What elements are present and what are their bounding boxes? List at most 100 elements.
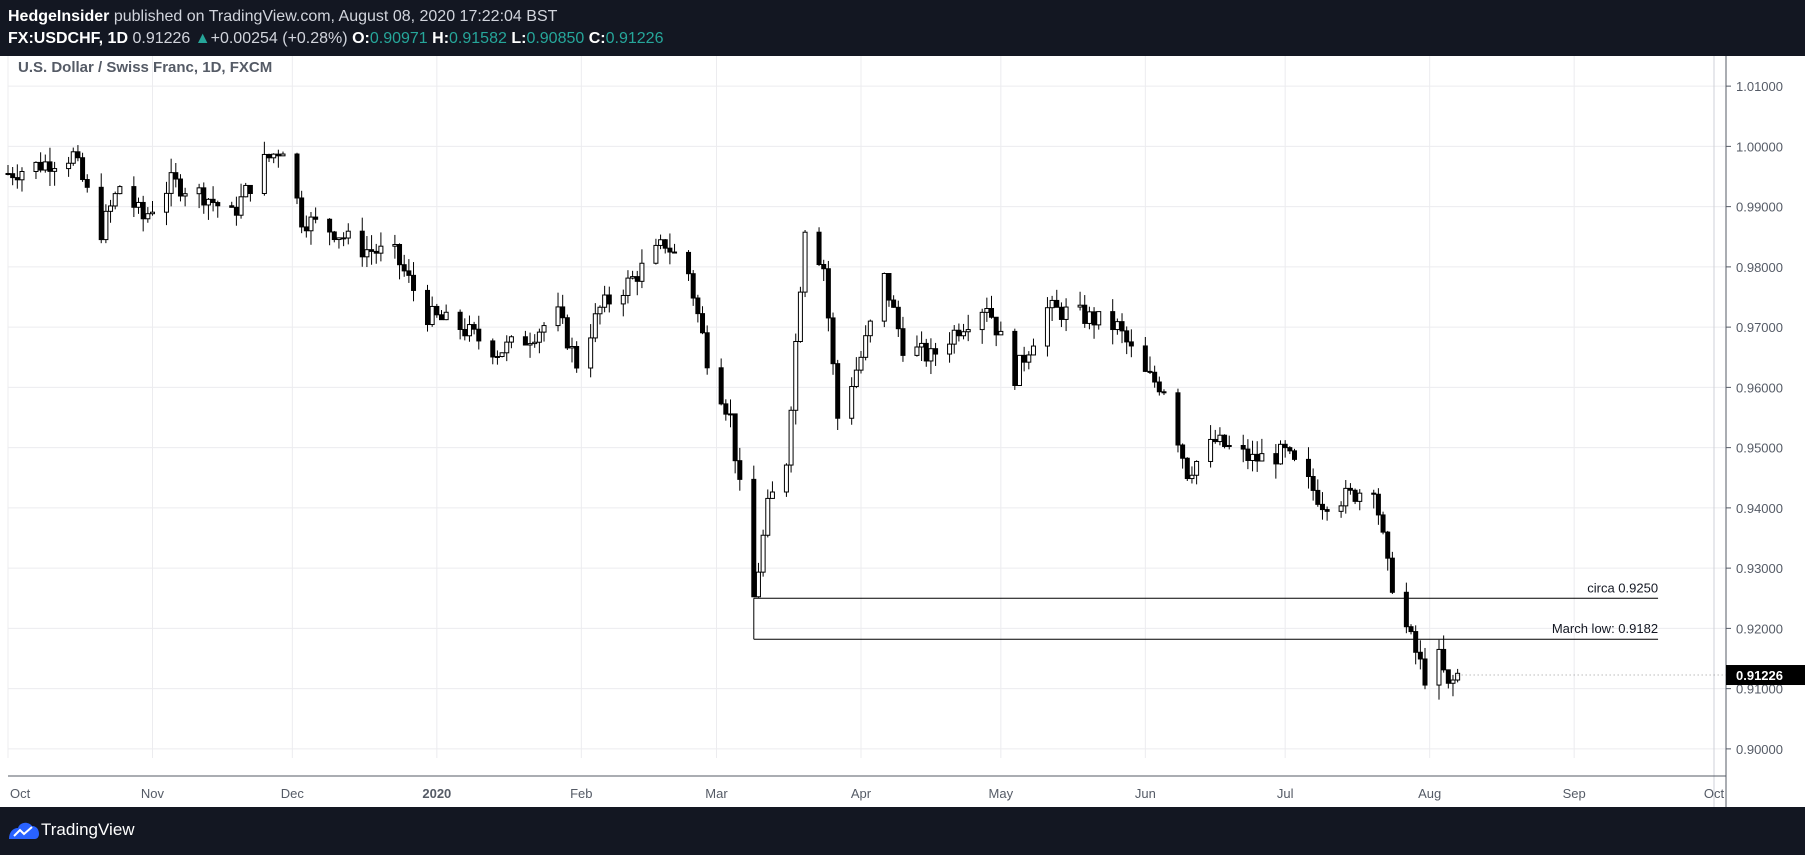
candle-up: [429, 305, 435, 326]
candle-up: [1217, 434, 1223, 443]
x-tick-label: Apr: [851, 786, 872, 801]
candle-down: [993, 316, 999, 336]
candle-down: [1287, 447, 1293, 452]
tradingview-logo-icon[interactable]: [8, 819, 40, 841]
candle-down: [401, 264, 407, 272]
candle-up: [1278, 443, 1284, 465]
candle-up: [951, 329, 957, 345]
candle-down: [1110, 311, 1116, 331]
annotations: circa 0.9250 March low: 0.9182: [753, 580, 1659, 640]
high-value: 0.91582: [449, 30, 507, 47]
candle-down: [564, 317, 570, 349]
candle-up: [52, 168, 58, 172]
candle-up: [532, 341, 538, 345]
candle-down: [1352, 489, 1358, 502]
candle-up: [243, 184, 249, 198]
candle-down: [1282, 443, 1288, 449]
candle-down: [672, 251, 678, 254]
candle-down: [397, 243, 403, 266]
candle-down: [173, 172, 179, 180]
candle-up: [727, 413, 733, 416]
candle-up: [536, 331, 542, 343]
publish-info: HedgeInsider published on TradingView.co…: [8, 8, 557, 26]
candle-down: [1124, 330, 1130, 343]
candle-down: [821, 264, 827, 270]
candle-down: [1082, 304, 1088, 324]
candle-up: [1450, 679, 1456, 684]
candle-up: [1250, 453, 1256, 461]
chart-area[interactable]: 0.90000 0.91000 0.92000 0.93000 0.94000 0.950…: [0, 56, 1805, 807]
candle-up: [112, 193, 118, 207]
candle-up: [541, 325, 547, 333]
candle-down: [1385, 531, 1391, 559]
candle-down: [313, 216, 319, 220]
candle-down: [1273, 453, 1279, 465]
candle-down: [1161, 391, 1167, 394]
x-tick-label: Jul: [1277, 786, 1294, 801]
candle-down: [476, 328, 482, 342]
candle-down: [131, 186, 137, 208]
candle-up: [1338, 505, 1344, 512]
candle-down: [294, 153, 300, 199]
candle-up: [1030, 345, 1036, 356]
price-tag-label: 0.91226: [1736, 668, 1783, 683]
candle-down: [1310, 476, 1316, 491]
candle-up: [168, 172, 174, 194]
candle-down: [438, 314, 444, 321]
open-value: 0.90971: [369, 30, 428, 47]
candle-up: [1455, 672, 1461, 681]
candle-down: [233, 206, 239, 216]
candle-up: [33, 161, 39, 172]
y-tick-label: 0.95000: [1736, 441, 1783, 456]
candle-up: [947, 343, 953, 355]
candle-down: [1175, 392, 1181, 446]
candle-up: [802, 231, 808, 293]
author-name[interactable]: HedgeInsider: [8, 8, 110, 25]
candle-down: [1403, 591, 1409, 628]
candle-up: [466, 324, 472, 337]
high-label: H:: [432, 30, 450, 47]
candle-down: [327, 218, 333, 233]
open-label: O:: [352, 30, 370, 47]
candle-down: [1413, 631, 1419, 653]
tradingview-brand[interactable]: TradingView: [41, 820, 135, 839]
candle-up: [1077, 304, 1083, 308]
low-label: L:: [511, 30, 527, 47]
y-tick-label: 0.97000: [1736, 320, 1783, 335]
chart-title: U.S. Dollar / Swiss Franc, 1D, FXCM: [18, 59, 272, 76]
candle-down: [14, 177, 20, 181]
candle-down: [718, 367, 724, 405]
annotation-label: circa 0.9250: [1587, 580, 1658, 595]
candle-down: [723, 403, 729, 415]
change-value: +0.00254 (+0.28%): [210, 30, 348, 47]
published-text: published on TradingView.com, August 08,…: [113, 8, 558, 25]
price-chart[interactable]: 0.90000 0.91000 0.92000 0.93000 0.94000 0.950…: [0, 56, 1805, 807]
last-price-tag: 0.91226: [1457, 665, 1805, 686]
candle-down: [1417, 651, 1423, 660]
candle-down: [1054, 299, 1060, 308]
candle-down: [1445, 669, 1451, 684]
candle-up: [108, 205, 114, 212]
candle-up: [149, 211, 155, 215]
candle-up: [1189, 474, 1195, 480]
candle-down: [1152, 371, 1158, 383]
candle-down: [1012, 330, 1018, 386]
candle-up: [66, 162, 72, 170]
candle-up: [117, 186, 123, 195]
candle-down: [835, 363, 841, 419]
candle-down: [457, 311, 463, 330]
candle-down: [98, 186, 104, 241]
low-value: 0.90850: [526, 30, 585, 47]
candle-down: [1240, 444, 1246, 450]
candle-down: [1222, 434, 1228, 447]
y-tick-label: 0.99000: [1736, 200, 1783, 215]
candle-up: [494, 355, 500, 358]
candle-up: [765, 497, 771, 536]
candle-down: [47, 161, 53, 172]
candle-up: [504, 341, 510, 354]
candle-down: [80, 157, 86, 181]
candle-down: [606, 294, 612, 305]
candle-down: [247, 184, 253, 194]
candle-down: [369, 249, 375, 252]
candle-up: [345, 230, 351, 239]
